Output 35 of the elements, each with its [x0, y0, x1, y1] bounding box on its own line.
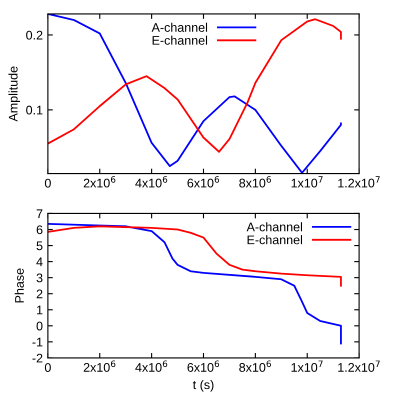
legend-label: A-channel — [152, 22, 208, 32]
x-tick-label: 4x10$^{6}$ — [135, 176, 168, 188]
x-tick-label: 1x10$^{7}$ — [292, 176, 323, 188]
y-tick-label: 7 — [36, 209, 42, 218]
x-tick-label: 8x10$^{6}$ — [239, 360, 271, 372]
x-tick-label: 2x10$^{6}$ — [84, 360, 116, 372]
y-tick-label: 5 — [36, 241, 42, 250]
y-tick-label: 0.2 — [26, 30, 42, 40]
y-tick-label: 3 — [36, 273, 42, 282]
y-tick-label: -2 — [32, 354, 42, 362]
x-tick-label: 6x10$^{6}$ — [188, 176, 220, 188]
x-tick-label: 1.2x10$^{7}$ — [338, 176, 380, 188]
y-tick-label: -1 — [32, 338, 42, 346]
x-tick-label: 1x10$^{7}$ — [292, 360, 323, 372]
x-tick-label: 1.2x10$^{7}$ — [338, 360, 380, 372]
line-series — [48, 18, 342, 153]
y-tick-label: 6 — [36, 225, 42, 234]
legend-label: E-channel — [248, 235, 302, 244]
y-tick-label: 2 — [36, 290, 42, 298]
x-axis-title: t (s) — [192, 380, 214, 392]
y-tick-label: 0 — [36, 322, 43, 330]
line-series — [48, 222, 342, 344]
x-tick-label: 8x10$^{6}$ — [239, 176, 271, 188]
x-tick-label: 6x10$^{6}$ — [188, 360, 220, 372]
legend-label: A-channel — [246, 222, 302, 232]
y-tick-label: 0.1 — [26, 106, 42, 115]
x-tick-label: 0 — [44, 363, 51, 372]
legend-label: E-channel — [152, 36, 208, 45]
x-tick-label: 2x10$^{6}$ — [84, 176, 116, 188]
y-tick-label: 1 — [37, 306, 42, 314]
y-tick-label: 4 — [36, 258, 43, 266]
x-tick-label: 4x10$^{6}$ — [135, 360, 168, 372]
y-axis-title: Phase — [14, 268, 24, 302]
x-tick-label: 0 — [44, 178, 51, 188]
y-axis-title: Amplitude — [8, 66, 20, 122]
